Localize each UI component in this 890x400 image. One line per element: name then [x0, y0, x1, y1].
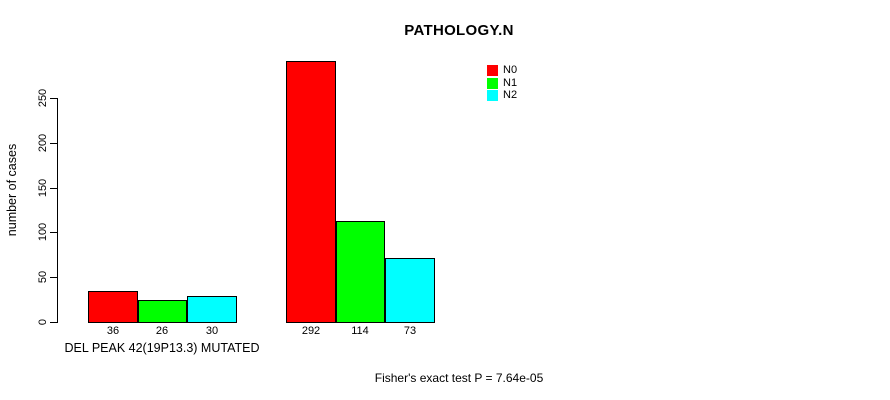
y-tick-mark: [50, 322, 58, 323]
bar-n0-group1: [88, 291, 138, 323]
legend-swatch-icon: [487, 65, 498, 76]
y-axis-title: number of cases: [5, 143, 19, 237]
legend-swatch-icon: [487, 77, 498, 89]
bar-value-label: 26: [155, 325, 169, 337]
y-tick-mark: [50, 232, 58, 233]
chart-title: PATHOLOGY.N: [404, 22, 514, 39]
y-axis-line: [57, 98, 58, 323]
bar-n2-group1: [187, 296, 237, 323]
legend-label: N0: [503, 64, 518, 76]
legend-swatch-icon: [487, 90, 498, 101]
legend-item-n1: N1: [487, 76, 518, 89]
bar-value-label: 73: [403, 325, 417, 337]
legend-item-n2: N2: [487, 90, 517, 101]
y-tick-label: 200: [37, 133, 49, 153]
bar-value-label: 30: [205, 325, 219, 337]
bar-n1-group2: [336, 221, 385, 323]
y-tick-label: 0: [37, 318, 49, 326]
legend-item-n0: N0: [487, 65, 517, 76]
y-tick-label: 150: [37, 178, 49, 198]
bar-n0-group2: [286, 61, 336, 323]
legend: N0 N1 N2: [487, 65, 517, 103]
y-tick-mark: [50, 143, 58, 144]
y-tick-label: 100: [37, 222, 49, 242]
y-tick-label: 250: [37, 88, 49, 108]
legend-label: N1: [503, 76, 518, 89]
bar-n2-group2: [385, 258, 435, 323]
bar-value-label: 292: [301, 325, 321, 337]
stat-annotation: Fisher's exact test P = 7.64e-05: [374, 371, 544, 385]
bar-value-label: 36: [106, 325, 120, 337]
legend-label: N2: [503, 89, 518, 101]
y-tick-label: 50: [37, 270, 49, 284]
y-tick-mark: [50, 277, 58, 278]
bar-n1-group1: [138, 300, 187, 323]
y-tick-mark: [50, 188, 58, 189]
x-axis-group-label: DEL PEAK 42(19P13.3) MUTATED: [64, 341, 260, 355]
bar-value-label: 114: [351, 325, 369, 337]
y-tick-mark: [50, 98, 58, 99]
